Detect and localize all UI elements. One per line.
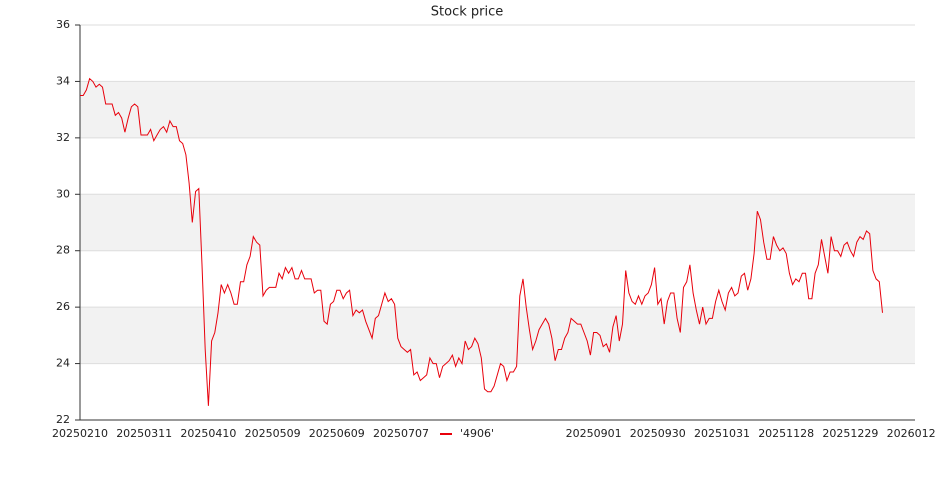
x-tick-label: 20250609	[309, 427, 365, 440]
grid-band	[80, 81, 915, 138]
y-tick-label: 34	[56, 74, 70, 87]
grid-band	[80, 194, 915, 251]
x-tick-label: 20250210	[52, 427, 108, 440]
y-tick-label: 24	[56, 357, 70, 370]
x-tick-label: 20260127	[887, 427, 935, 440]
x-tick-label: 20250509	[245, 427, 301, 440]
grid-band	[80, 307, 915, 364]
x-tick-label: 20251128	[758, 427, 814, 440]
legend-label: '4906'	[460, 427, 494, 440]
x-tick-label: 20250410	[180, 427, 236, 440]
x-tick-label: 20251229	[822, 427, 878, 440]
x-tick-label: 20250901	[566, 427, 622, 440]
y-tick-label: 36	[56, 18, 70, 31]
x-tick-label: 20250311	[116, 427, 172, 440]
line	[80, 77, 883, 406]
x-tick-label: 20251031	[694, 427, 750, 440]
y-tick-label: 22	[56, 413, 70, 426]
y-tick-label: 28	[56, 244, 70, 257]
x-tick-label: 20250707	[373, 427, 429, 440]
chart-title: Stock price	[431, 5, 503, 20]
x-tick-label: 20250930	[630, 427, 686, 440]
y-tick-label: 26	[56, 300, 70, 313]
y-tick-label: 32	[56, 131, 70, 144]
y-tick-label: 30	[56, 187, 70, 200]
